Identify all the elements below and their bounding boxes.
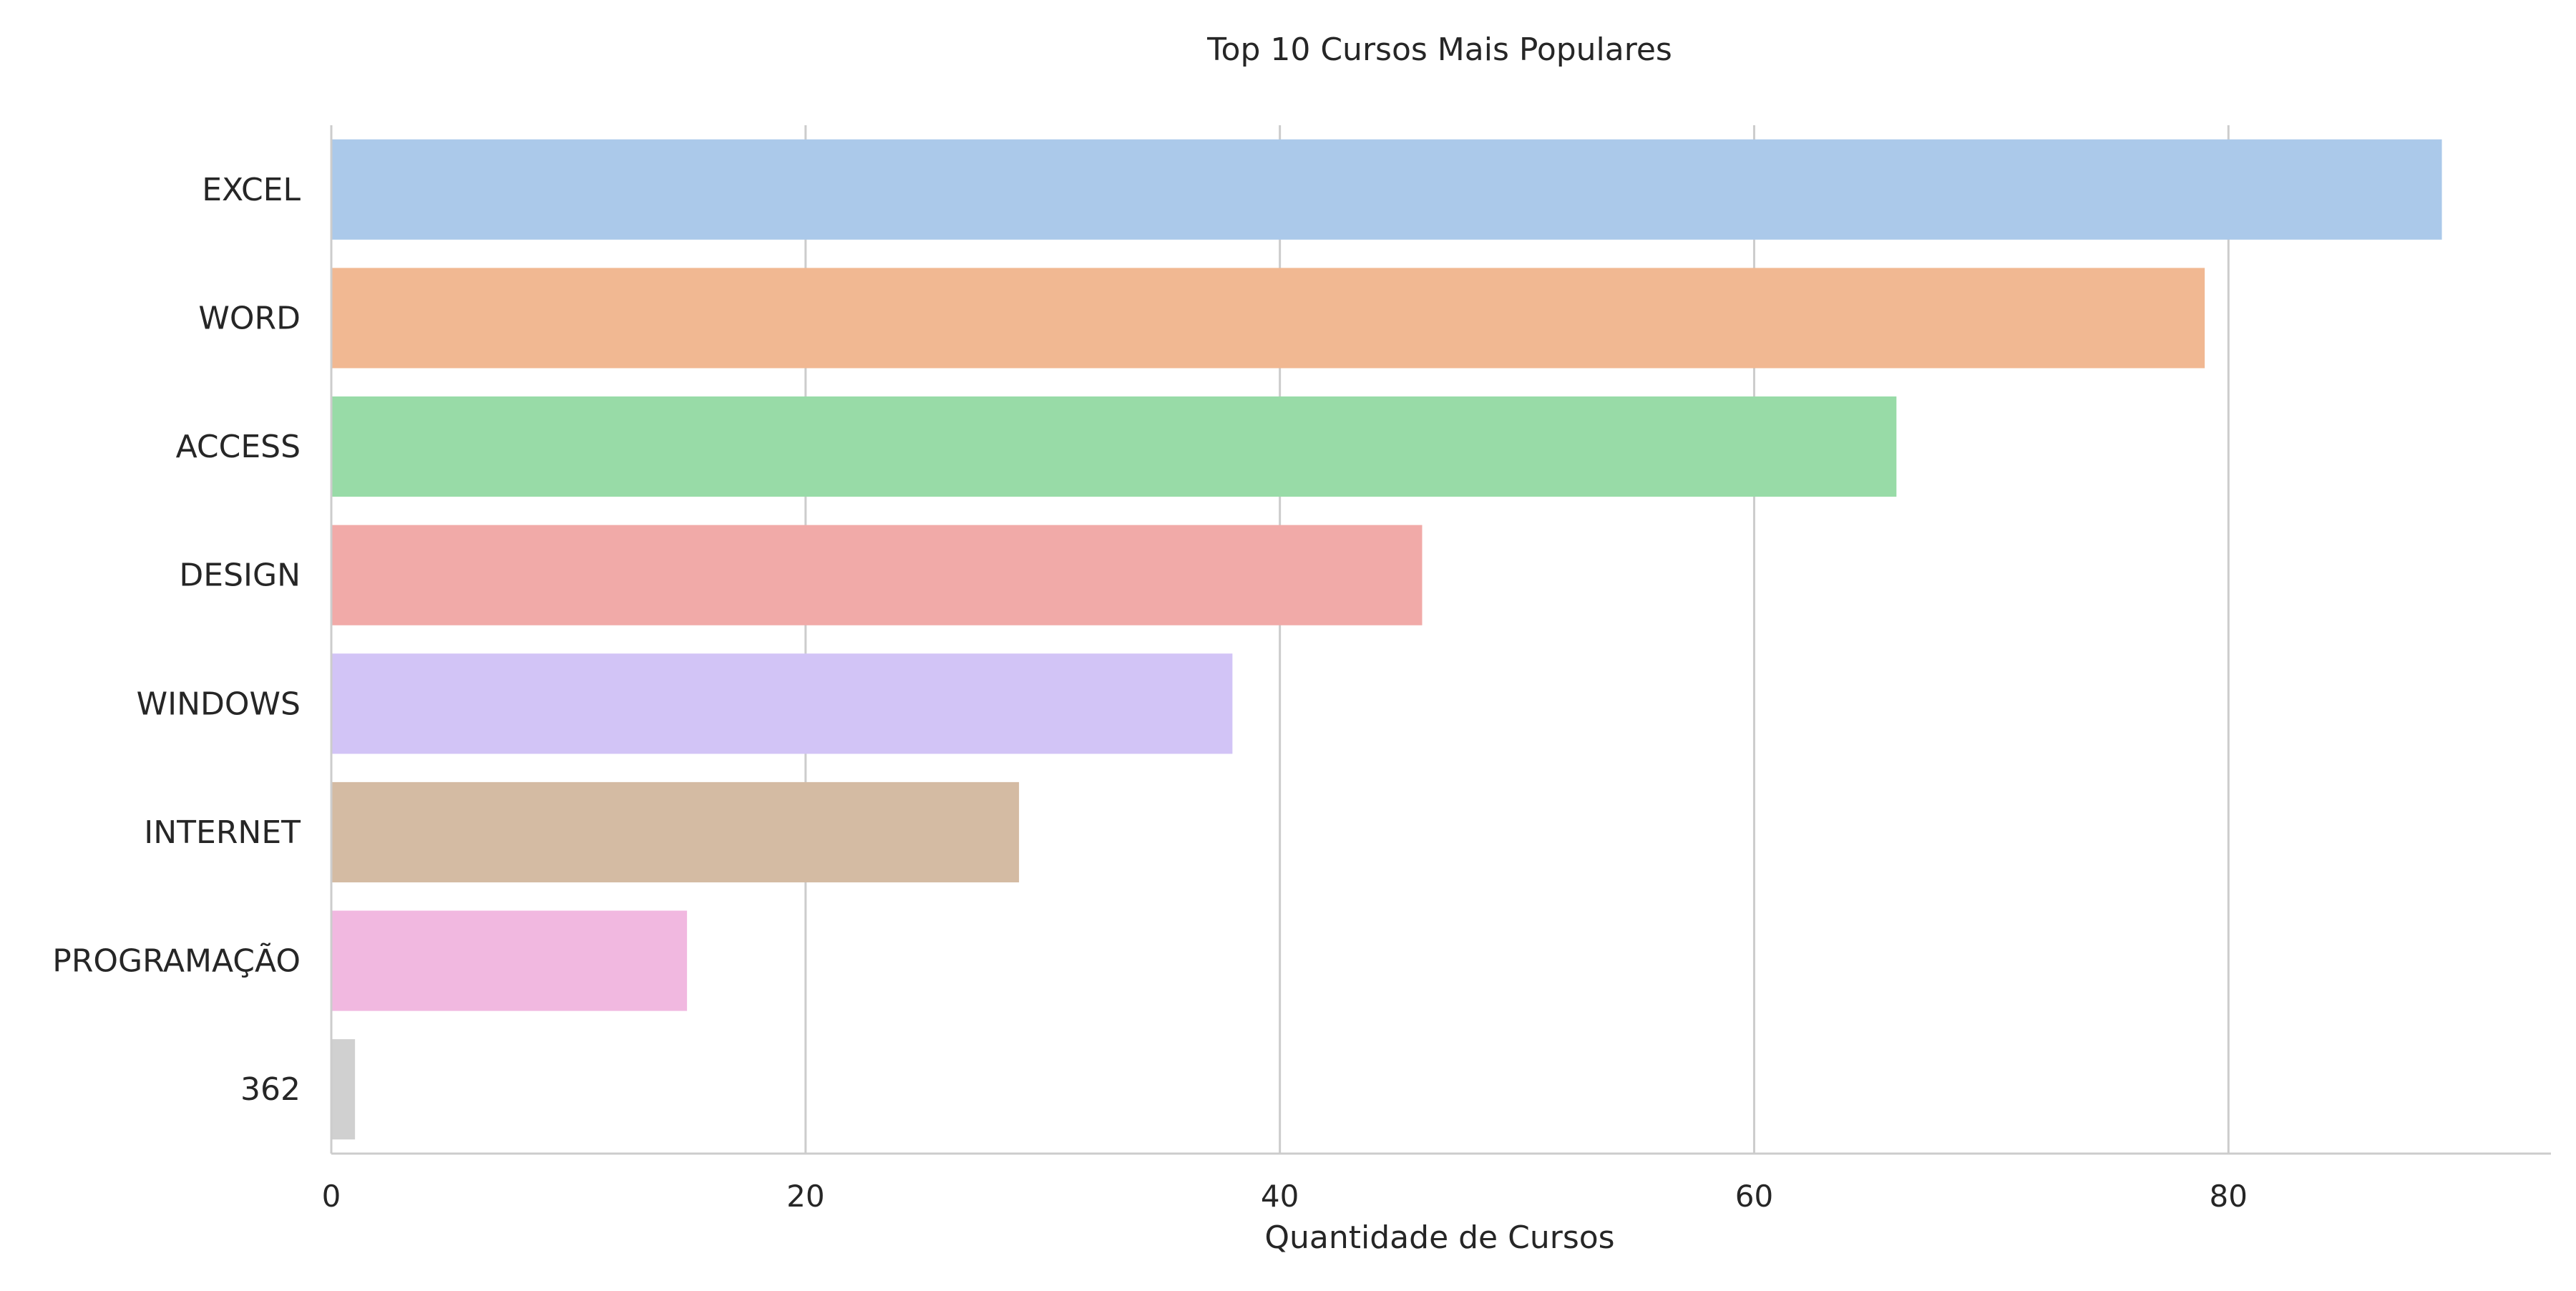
y-tick-label: 362	[240, 1071, 301, 1108]
x-tick-label: 20	[786, 1179, 824, 1214]
y-tick-label: ACCESS	[176, 429, 301, 465]
axes	[330, 125, 2551, 1155]
chart-title: Top 10 Cursos Mais Populares	[1206, 31, 1672, 68]
bars	[331, 139, 2442, 1140]
y-tick-label: EXCEL	[202, 172, 301, 208]
y-tick-label: INTERNET	[144, 814, 301, 851]
x-tick-label: 40	[1261, 1179, 1299, 1214]
x-tick-label: 60	[1735, 1179, 1773, 1214]
bar	[331, 781, 1020, 882]
bar	[331, 396, 1897, 497]
bar	[331, 910, 688, 1011]
x-tick-labels: 0 20 40 60 80	[322, 1179, 2248, 1214]
x-tick-label: 0	[322, 1179, 341, 1214]
bar	[331, 268, 2205, 369]
bar	[331, 1039, 356, 1140]
y-tick-label: PROGRAMAÇÃO	[52, 942, 301, 980]
y-tick-labels: EXCEL WORD ACCESS DESIGN WINDOWS INTERNET PROG…	[52, 172, 301, 1108]
bar	[331, 139, 2442, 240]
y-tick-label: WORD	[198, 300, 301, 336]
y-tick-label: DESIGN	[179, 557, 301, 594]
bar	[331, 525, 1423, 625]
bar	[331, 653, 1233, 754]
x-axis-label: Quantidade de Cursos	[1264, 1219, 1614, 1256]
x-tick-label: 80	[2210, 1179, 2248, 1214]
y-tick-label: WINDOWS	[137, 686, 301, 722]
